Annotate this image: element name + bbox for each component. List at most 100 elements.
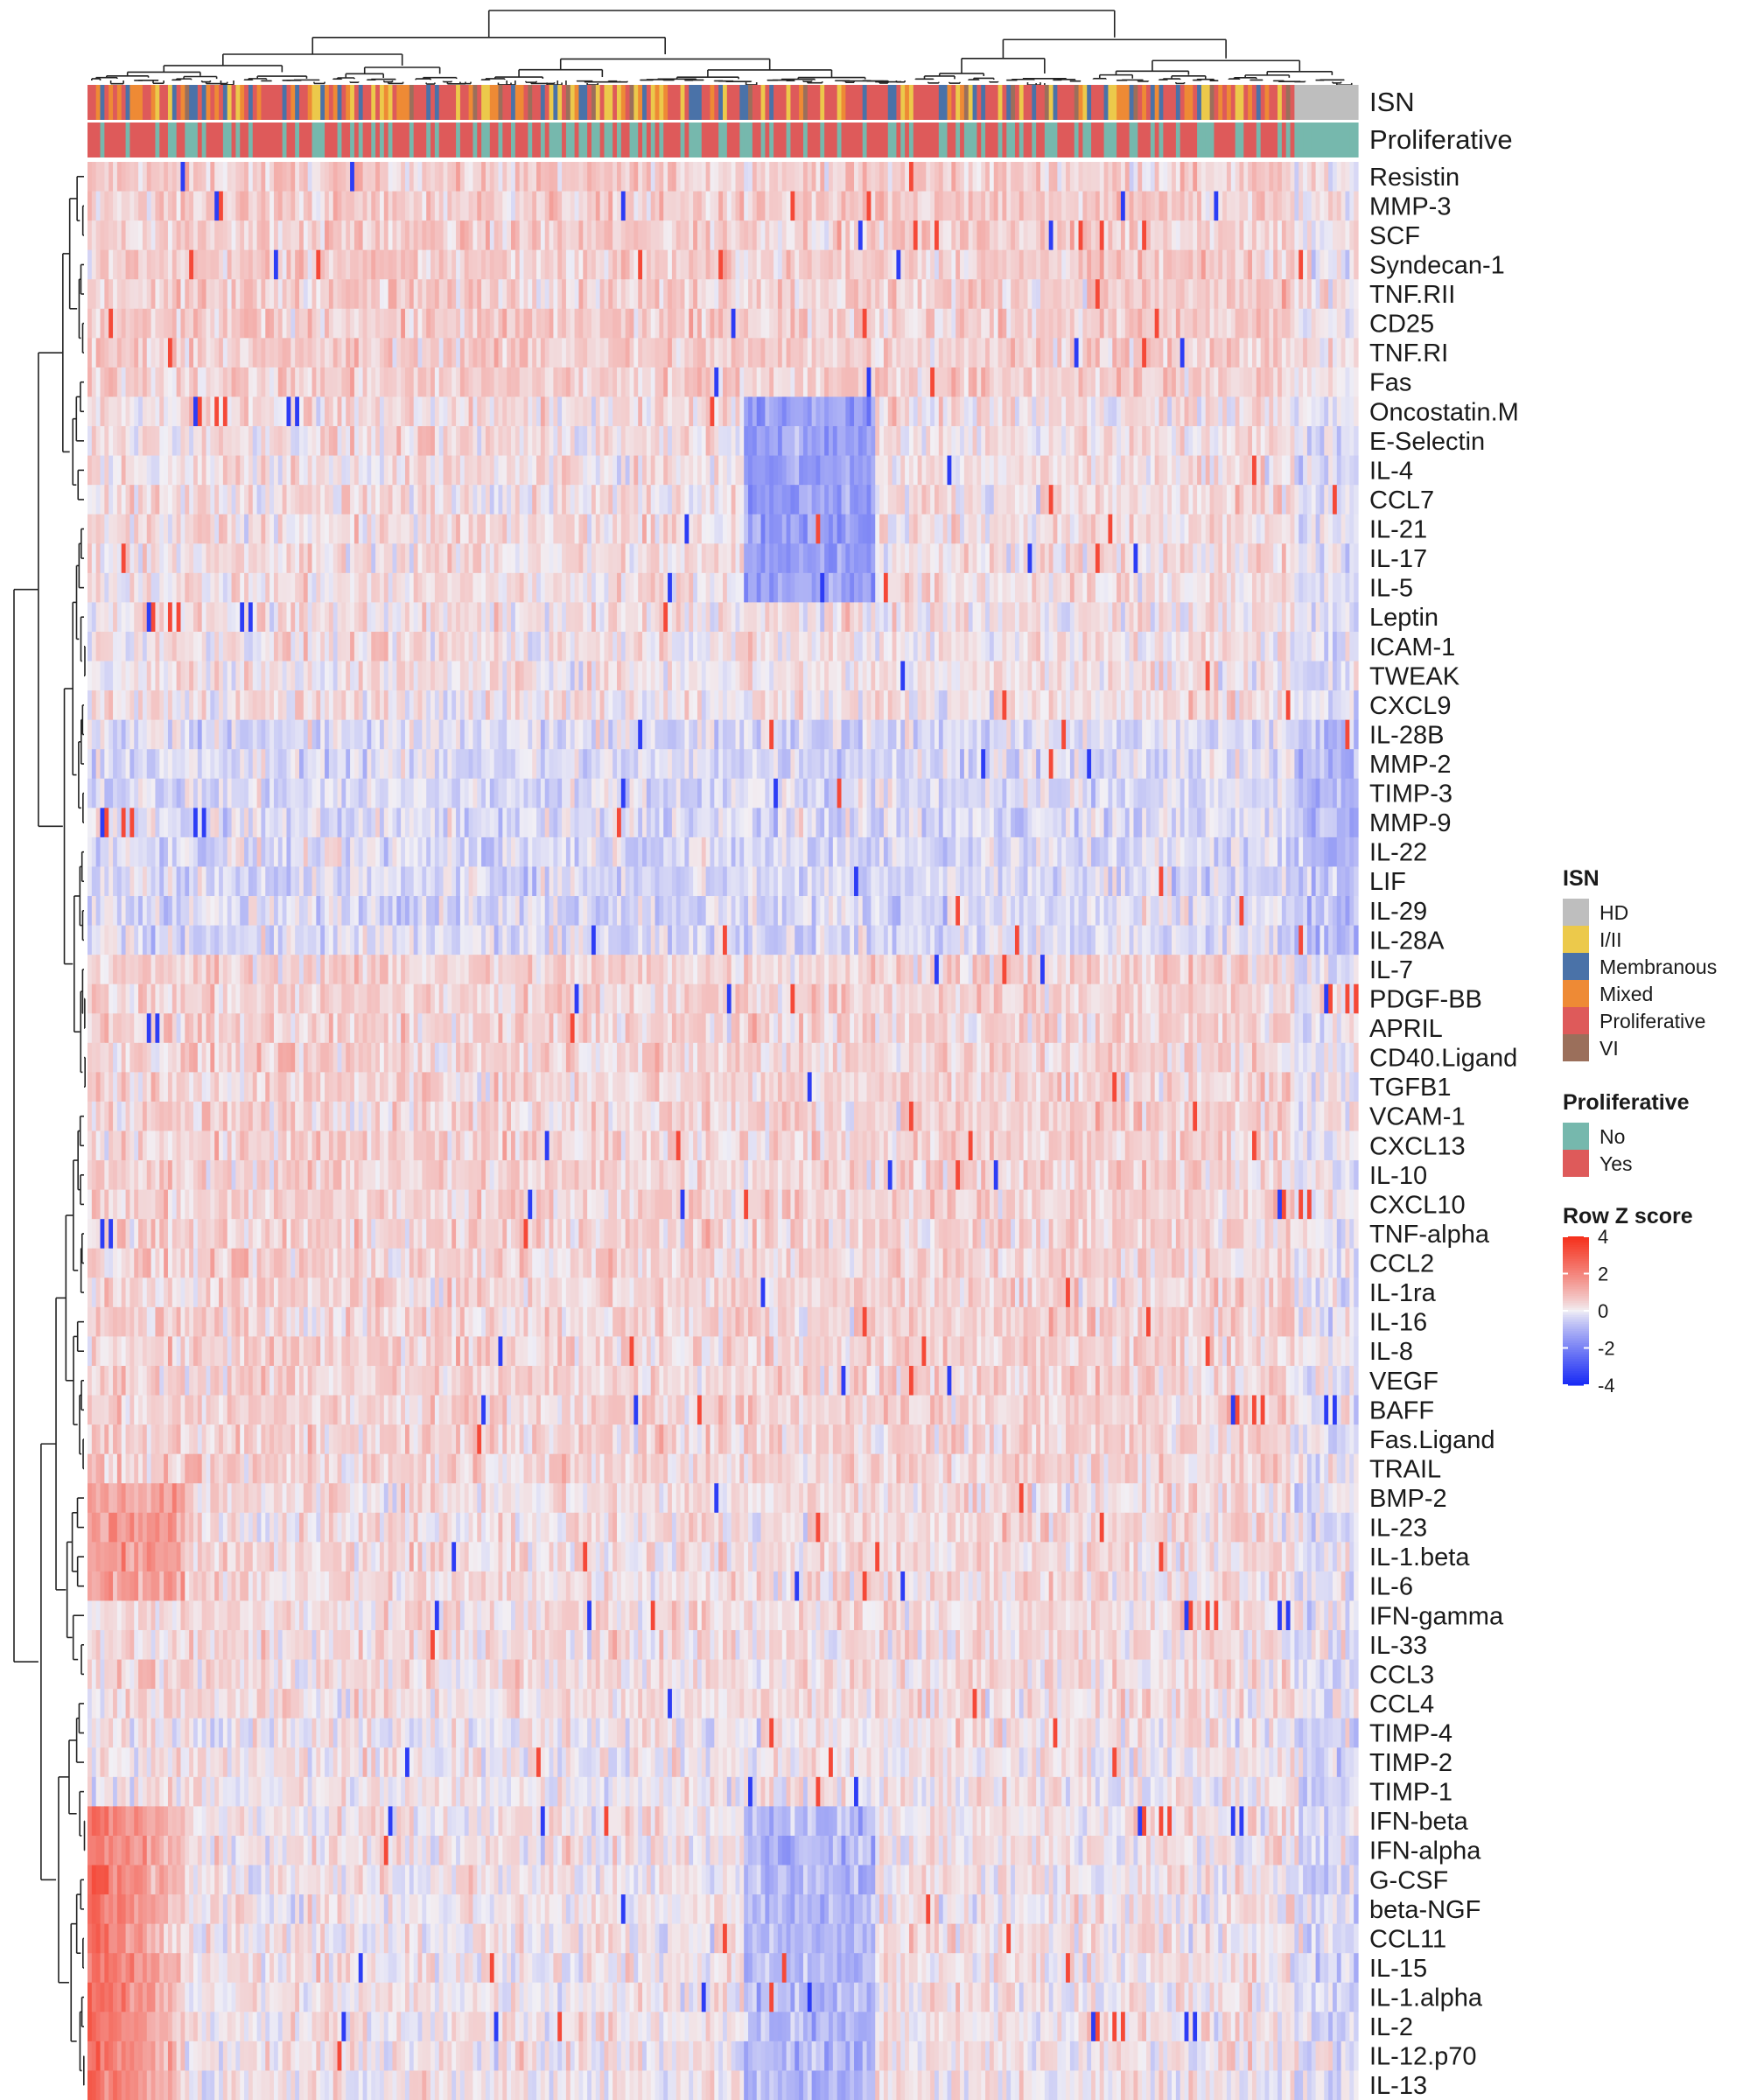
heatmap-cell [172,220,178,251]
heatmap-cell [908,220,914,251]
isn-annotation-cell [91,85,97,120]
heatmap-cell [371,249,376,280]
heatmap-cell [392,220,397,251]
heatmap-cell [312,279,317,310]
heatmap-cell [599,455,606,486]
isn-annotation-cell [744,85,749,120]
heatmap-cell [456,514,461,544]
isn-annotation-cell [227,85,233,120]
heatmap-cell [998,367,1004,398]
heatmap-cell [346,162,351,192]
heatmap-cell [963,338,970,368]
isn-annotation-cell [629,85,634,120]
heatmap-cell [1061,485,1067,515]
heatmap-cell [1290,308,1295,339]
heatmap-cell [1354,191,1359,221]
heatmap-cell [908,249,914,280]
heatmap-cell [1324,426,1329,457]
proliferative-annotation-cell [464,122,470,158]
heatmap-cell [210,279,215,310]
isn-annotation-cell [172,85,178,120]
heatmap-cell [1154,220,1160,251]
heatmap-cell [443,308,448,339]
heatmap-cell [701,220,707,251]
heatmap-cell [371,426,376,457]
heatmap-cell [608,367,613,398]
heatmap-cell [960,485,965,515]
heatmap-cell [434,162,440,192]
heatmap-cell [938,485,944,515]
heatmap-cell [104,396,109,427]
heatmap-cell [434,338,440,368]
heatmap-cell [1103,485,1110,515]
heatmap-cell [989,338,995,368]
heatmap-cell [829,426,834,457]
heatmap-cell [816,191,821,221]
proliferative-annotation-cell [956,122,961,158]
heatmap-cell [1112,338,1117,368]
heatmap-cell [926,191,931,221]
heatmap-cell [176,485,182,515]
heatmap-cell [277,396,284,427]
heatmap-cell [696,308,703,339]
heatmap-cell [485,220,491,251]
heatmap-cell [617,191,622,221]
proliferative-annotation-cell [620,122,626,158]
heatmap-cell [811,514,817,544]
heatmap-cell [760,367,766,398]
proliferative-annotation-cell [1226,122,1232,158]
heatmap-cell [532,249,537,280]
heatmap-cell [256,191,262,221]
heatmap-cell [341,191,346,221]
isn-annotation-cell [396,85,402,120]
heatmap-cell [1320,279,1325,310]
heatmap-cell [1298,485,1304,515]
isn-annotation-cell [277,85,284,120]
heatmap-cell [409,485,415,515]
heatmap-cell [1112,455,1117,486]
proliferative-annotation-cell [1248,122,1253,158]
heatmap-cell [312,249,317,280]
heatmap-cell [494,367,500,398]
heatmap-cell [634,249,639,280]
heatmap-cell [354,367,360,398]
heatmap-cell [172,367,178,398]
heatmap-cell [185,426,190,457]
heatmap-cell [544,338,550,368]
heatmap-cell [620,279,626,310]
heatmap-cell [1349,220,1354,251]
heatmap-cell [1230,367,1236,398]
heatmap-cell [125,514,130,544]
heatmap-cell [295,308,300,339]
isn-annotation-cell [1349,85,1354,120]
heatmap-cell [134,426,139,457]
proliferative-annotation-cell [528,122,533,158]
proliferative-annotation-cell [1230,122,1236,158]
heatmap-cell [1018,279,1025,310]
heatmap-cell [642,426,648,457]
heatmap-cell [219,426,224,457]
heatmap-cell [375,308,381,339]
proliferative-annotation-cell [905,122,910,158]
heatmap-cell [1167,485,1172,515]
proliferative-annotation-cell [227,122,233,158]
isn-annotation-cell [1298,85,1304,120]
heatmap-cell [908,455,914,486]
proliferative-annotation-cell [841,122,846,158]
heatmap-cell [1214,338,1219,368]
heatmap-cell [1175,426,1181,457]
heatmap-cell [1340,338,1347,368]
heatmap-cell [604,367,609,398]
heatmap-cell [507,426,512,457]
heatmap-cell [1011,426,1016,457]
heatmap-cell [866,249,872,280]
heatmap-cell [583,514,588,544]
heatmap-cell [1315,367,1321,398]
isn-annotation-cell [981,85,986,120]
heatmap-cell [684,308,690,339]
isn-annotation-cell [125,85,130,120]
heatmap-cell [1200,220,1207,251]
heatmap-cell [820,338,825,368]
proliferative-annotation-cell [282,122,288,158]
heatmap-cell [723,426,728,457]
